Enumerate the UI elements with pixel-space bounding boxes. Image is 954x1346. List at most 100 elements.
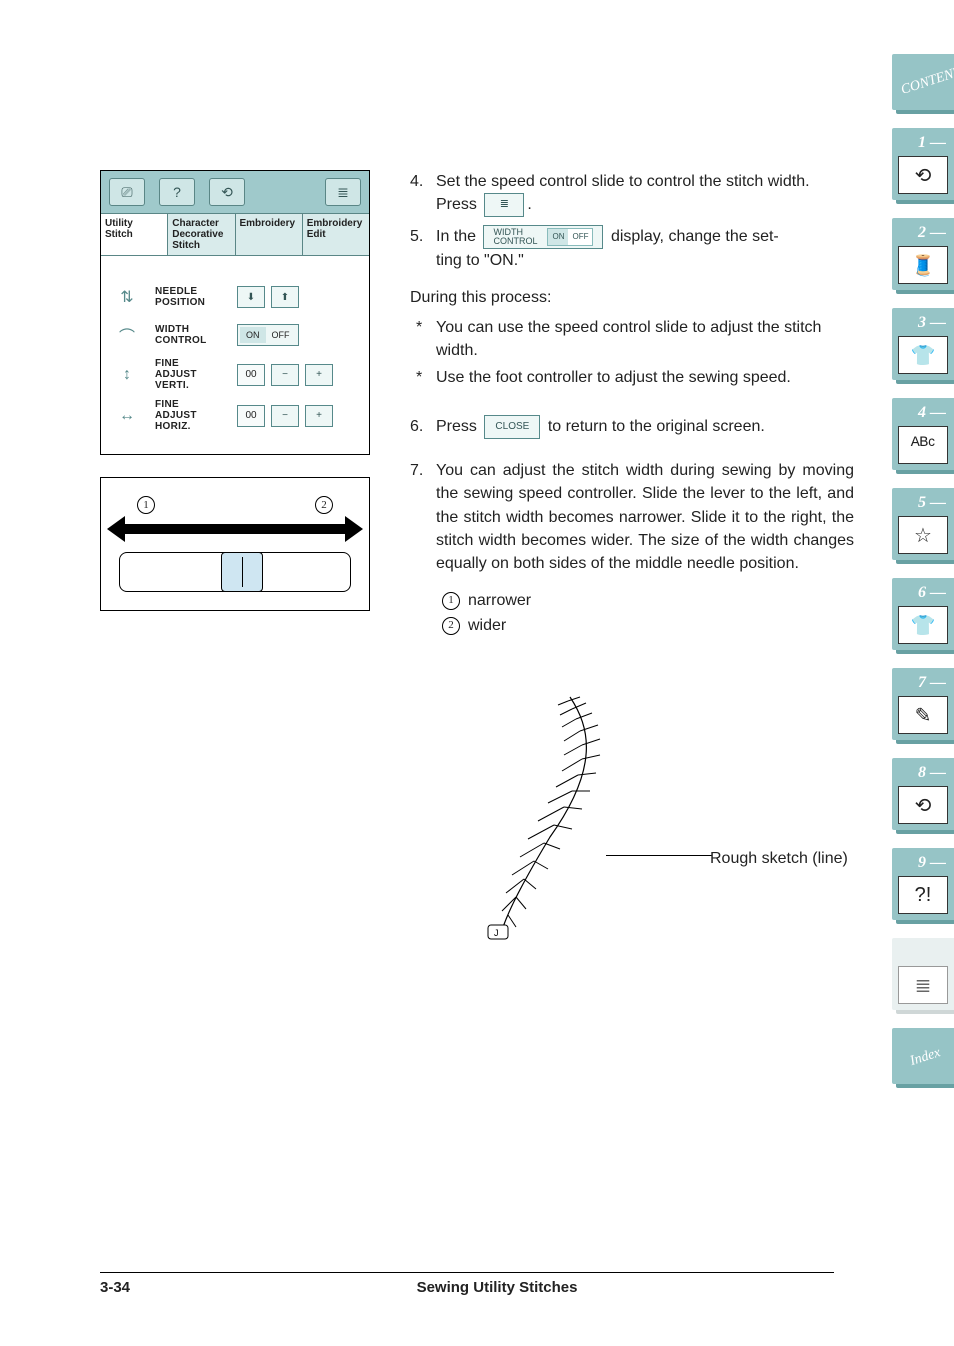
tab-character-decorative[interactable]: Character Decorative Stitch <box>168 214 235 255</box>
settings-list-icon: ≣ <box>325 178 361 206</box>
side-tab-7[interactable]: 7 — ✎ <box>892 668 954 740</box>
step-5-text-c: ting to "ON." <box>436 252 524 269</box>
annotation-line <box>606 855 712 856</box>
side-navigation: CONTENTS 1 — ⟲ 2 — 🧵 3 — 👕 4 — ᴬᴮᶜ 5 — ☆… <box>892 54 954 1084</box>
side-tab-6[interactable]: 6 — 👕 <box>892 578 954 650</box>
horiz-adjust-icon: ↔ <box>109 401 145 431</box>
side-tab-5[interactable]: 5 — ☆ <box>892 488 954 560</box>
row-fine-adjust-horiz: ↔ FINE ADJUST HORIZ. 00 − + <box>109 399 361 432</box>
chapter-5-icon: ☆ <box>898 516 948 554</box>
chapter-num: 3 — <box>898 314 948 332</box>
side-tab-8[interactable]: 8 — ⟲ <box>892 758 954 830</box>
bullet-1: You can use the speed control slide to a… <box>436 316 854 362</box>
chapter-2-icon: 🧵 <box>898 246 948 284</box>
step-4-press: Press <box>436 196 477 213</box>
off-label: OFF <box>266 327 296 343</box>
step-6-text: to return to the original screen. <box>548 418 765 435</box>
chapter-8-icon: ⟲ <box>898 786 948 824</box>
lcd-top-icon: ⟲ <box>209 178 245 206</box>
horiz-value: 00 <box>237 405 265 427</box>
legend-2-label: wider <box>468 614 506 637</box>
lcd-top-bar: ⎚ ? ⟲ ≣ <box>101 171 369 213</box>
tab-utility-stitch[interactable]: Utility Stitch <box>101 214 168 255</box>
asterisk-icon: * <box>416 366 426 389</box>
needle-up-button[interactable]: ⬆ <box>271 286 299 308</box>
blank-tab-icon: ≣ <box>898 966 948 1004</box>
chapter-num: 2 — <box>898 224 948 242</box>
needle-icon: ⇅ <box>109 282 145 312</box>
legend-num-1: 1 <box>442 592 460 610</box>
lcd-tabs: Utility Stitch Character Decorative Stit… <box>101 213 369 256</box>
svg-text:J: J <box>494 928 499 938</box>
legend-num-2: 2 <box>442 617 460 635</box>
row-needle-position: ⇅ NEEDLE POSITION ⬇ ⬆ <box>109 282 361 312</box>
step-number: 4. <box>410 170 428 217</box>
side-tab-index[interactable]: Index <box>892 1028 954 1084</box>
legend: 1 narrower 2 wider <box>442 589 854 637</box>
legend-1-label: narrower <box>468 589 531 612</box>
horiz-plus-button[interactable]: + <box>305 405 333 427</box>
callout-1: 1 <box>137 496 155 514</box>
tab-embroidery[interactable]: Embroidery <box>236 214 303 255</box>
vert-label: FINE ADJUST VERTI. <box>155 358 227 391</box>
chapter-num: 6 — <box>898 584 948 602</box>
sketch-label: Rough sketch (line) <box>710 847 848 870</box>
help-icon: ? <box>159 178 195 206</box>
side-tab-4[interactable]: 4 — ᴬᴮᶜ <box>892 398 954 470</box>
needle-label: NEEDLE POSITION <box>155 286 227 308</box>
close-button-inline[interactable]: CLOSE <box>484 415 540 439</box>
side-tab-3[interactable]: 3 — 👕 <box>892 308 954 380</box>
page-title: Sewing Utility Stitches <box>160 1279 834 1296</box>
step-5-text-a: In the <box>436 228 476 245</box>
chapter-3-icon: 👕 <box>898 336 948 374</box>
step-6-press: Press <box>436 418 477 435</box>
step-number: 5. <box>410 225 428 272</box>
slider-track <box>119 552 351 592</box>
page-footer: 3-34 Sewing Utility Stitches <box>100 1272 834 1296</box>
needle-down-button[interactable]: ⬇ <box>237 286 265 308</box>
step-number: 6. <box>410 415 428 439</box>
chapter-num: 9 — <box>898 854 948 872</box>
chapter-num: 4 — <box>898 404 948 422</box>
side-tab-blank[interactable]: ≣ <box>892 938 954 1010</box>
during-heading: During this process: <box>410 286 854 309</box>
page-number: 3-34 <box>100 1279 160 1296</box>
row-fine-adjust-vert: ↕ FINE ADJUST VERTI. 00 − + <box>109 358 361 391</box>
tab-embroidery-edit[interactable]: Embroidery Edit <box>303 214 369 255</box>
horiz-label: FINE ADJUST HORIZ. <box>155 399 227 432</box>
contents-label: CONTENTS <box>894 53 951 99</box>
left-column: ⎚ ? ⟲ ≣ Utility Stitch Character Decorat… <box>100 170 380 947</box>
lcd-top-icon: ⎚ <box>109 178 145 206</box>
vert-minus-button[interactable]: − <box>271 364 299 386</box>
vert-adjust-icon: ↕ <box>109 360 145 390</box>
width-control-display-inline: WIDTH CONTROL ONOFF <box>483 225 603 249</box>
double-arrow-icon <box>123 524 347 534</box>
width-icon: ⌒ <box>109 320 145 350</box>
chapter-4-icon: ᴬᴮᶜ <box>898 426 948 464</box>
horiz-minus-button[interactable]: − <box>271 405 299 427</box>
index-label: Index <box>894 1027 951 1073</box>
chapter-1-icon: ⟲ <box>898 156 948 194</box>
chapter-6-icon: 👕 <box>898 606 948 644</box>
chapter-num: 7 — <box>898 674 948 692</box>
step-number: 7. <box>410 459 428 575</box>
side-tab-contents[interactable]: CONTENTS <box>892 54 954 110</box>
lcd-panel: ⎚ ? ⟲ ≣ Utility Stitch Character Decorat… <box>100 170 370 455</box>
instructions-column: 4. Set the speed control slide to contro… <box>410 170 854 947</box>
bullet-2: Use the foot controller to adjust the se… <box>436 366 854 389</box>
side-tab-1[interactable]: 1 — ⟲ <box>892 128 954 200</box>
onoff-inline-icon: ONOFF <box>547 228 593 246</box>
vert-plus-button[interactable]: + <box>305 364 333 386</box>
zigzag-sketch-icon: J <box>450 687 620 947</box>
slider-diagram: 1 2 <box>100 477 370 611</box>
chapter-7-icon: ✎ <box>898 696 948 734</box>
slider-knob <box>221 552 263 592</box>
row-width-control: ⌒ WIDTH CONTROL ON OFF <box>109 320 361 350</box>
stitch-sketch: J Rough sketch (line) <box>410 687 854 947</box>
width-control-label: WIDTH CONTROL <box>493 228 537 246</box>
width-onoff-toggle[interactable]: ON OFF <box>237 324 299 346</box>
settings-button-inline[interactable]: ≣ <box>484 193 524 217</box>
side-tab-9[interactable]: 9 — ?! <box>892 848 954 920</box>
asterisk-icon: * <box>416 316 426 362</box>
side-tab-2[interactable]: 2 — 🧵 <box>892 218 954 290</box>
